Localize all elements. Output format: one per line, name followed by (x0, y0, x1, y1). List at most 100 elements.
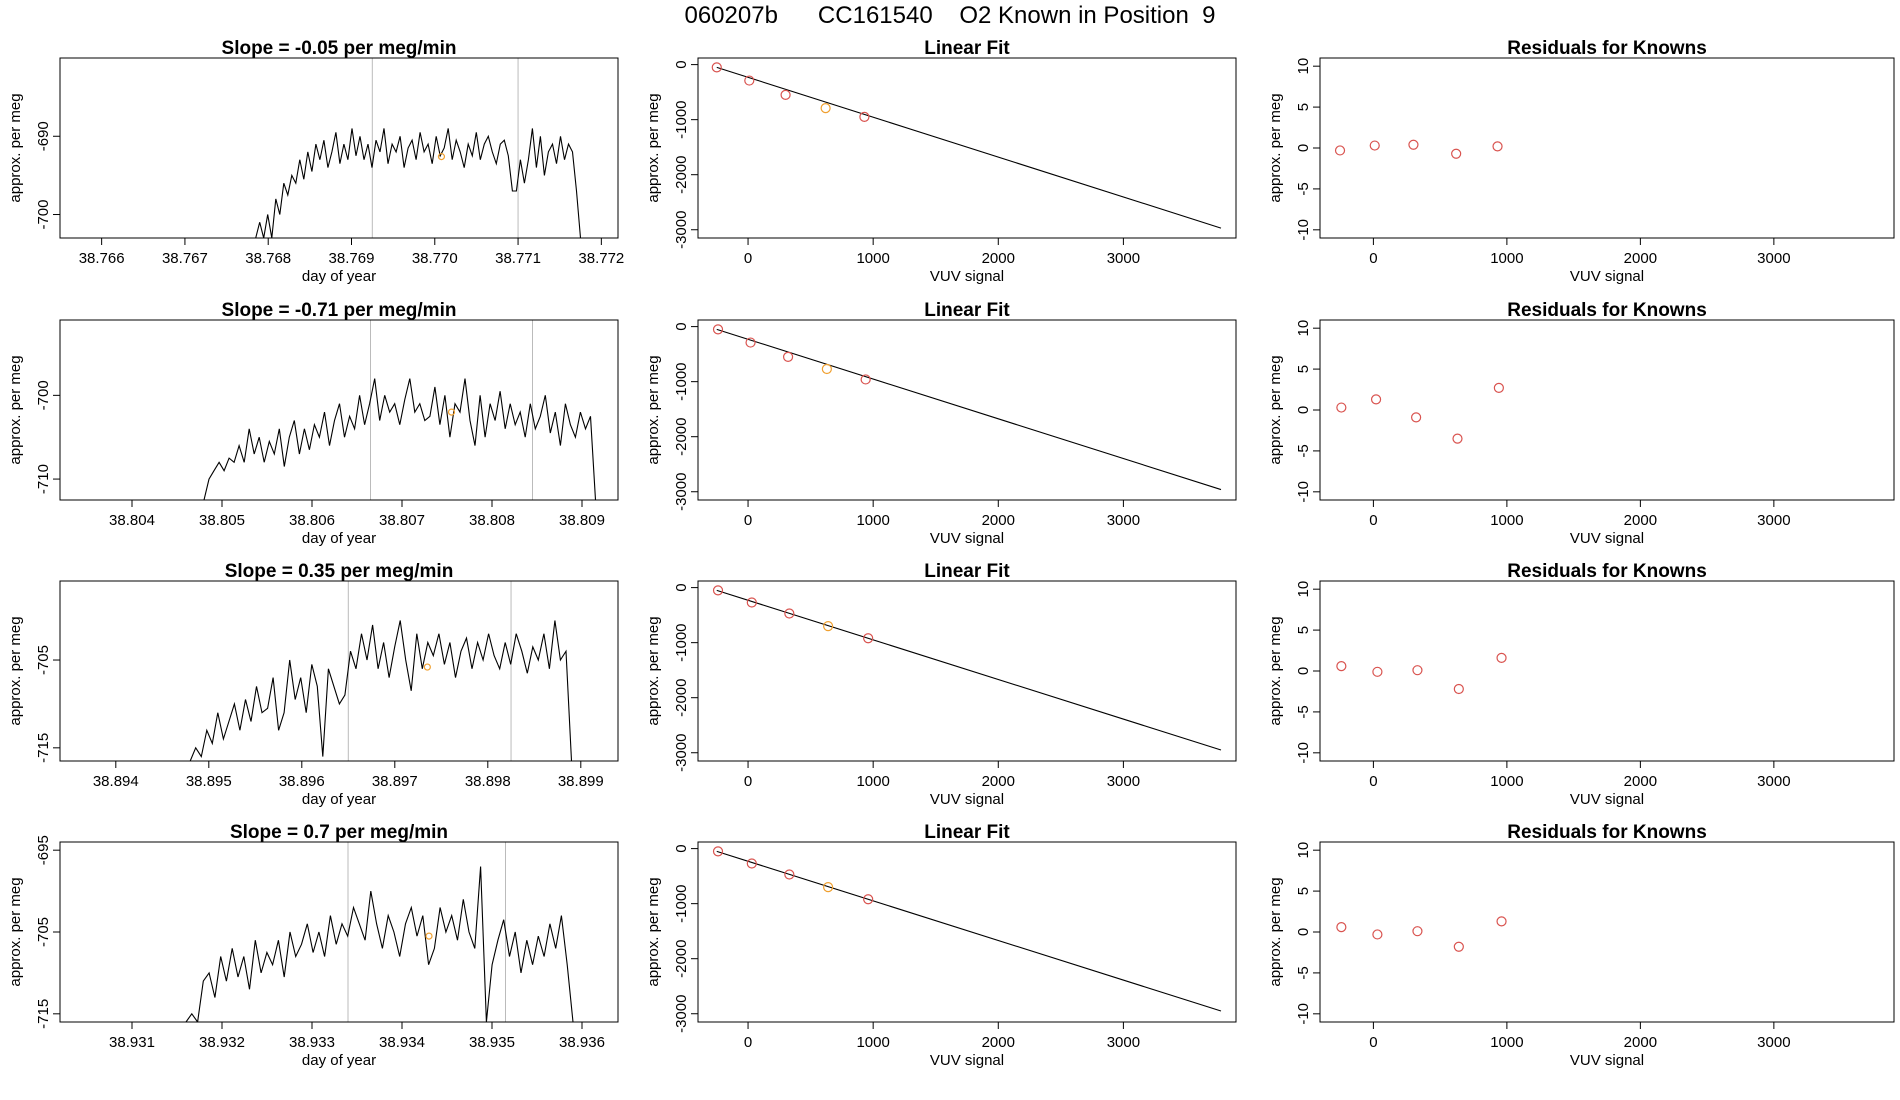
fit-line (716, 850, 1222, 1012)
x-tick-label: 0 (1369, 1034, 1377, 1051)
x-tick-label: 3000 (1757, 250, 1790, 267)
plot-frame (697, 841, 1237, 1023)
data-point (820, 102, 831, 114)
y-tick-label: 0 (1295, 406, 1312, 414)
x-tick-label: 38.931 (109, 1034, 155, 1051)
x-axis-label: VUV signal (1570, 268, 1644, 285)
y-tick-label: -700 (35, 380, 52, 410)
chart-panel-12: Residuals for Knowns 0 1000 2000 3000 -10 -5 0 5… (1267, 822, 1895, 1069)
x-axis-label: VUV signal (1570, 530, 1644, 547)
y-tick-label: -710 (35, 464, 52, 494)
y-tick-label: -5 (1295, 705, 1312, 718)
y-tick-label: -715 (35, 999, 52, 1029)
data-point (746, 858, 757, 869)
x-tick-label: 3000 (1757, 1034, 1790, 1051)
x-tick-label: 3000 (1107, 512, 1140, 529)
data-point (744, 75, 755, 86)
data-point (1453, 683, 1464, 695)
y-tick-label: -5 (1295, 182, 1312, 195)
x-tick-label: 38.898 (465, 773, 511, 790)
x-tick-label: 38.771 (495, 250, 541, 267)
y-tick-label: -10 (1295, 742, 1312, 764)
highlight-point (423, 663, 431, 671)
x-tick-label: 3000 (1107, 1034, 1140, 1051)
plot-frame (697, 319, 1237, 501)
x-axis-label: VUV signal (930, 530, 1004, 547)
y-tick-label: -1000 (673, 623, 690, 661)
data-point (1496, 652, 1507, 664)
data-series-line (203, 378, 597, 500)
data-point (784, 608, 795, 619)
x-axis-label: VUV signal (930, 791, 1004, 808)
x-axis-label: day of year (302, 1052, 376, 1069)
y-tick-label: 0 (673, 844, 690, 852)
data-point (821, 363, 832, 375)
data-point (823, 882, 834, 893)
x-tick-label: 2000 (1624, 512, 1657, 529)
chart-title: Slope = -0.71 per meg/min (222, 300, 457, 321)
y-tick-label: 0 (1295, 667, 1312, 675)
y-axis-label: approx. per meg (645, 616, 662, 725)
chart-title: Residuals for Knowns (1507, 561, 1707, 582)
x-tick-label: 1000 (1490, 250, 1523, 267)
x-tick-label: 1000 (1490, 1034, 1523, 1051)
x-tick-label: 38.805 (199, 512, 245, 529)
data-point (1452, 433, 1463, 444)
x-tick-label: 38.770 (412, 250, 458, 267)
chart-panel-6: Residuals for Knowns 0 1000 2000 3000 -10 -5 0 5… (1267, 300, 1895, 547)
y-tick-label: 0 (1295, 144, 1312, 152)
x-tick-label: 38.894 (93, 773, 139, 790)
x-tick-label: 38.766 (79, 250, 125, 267)
highlight-point (437, 153, 446, 161)
x-tick-label: 38.895 (186, 773, 232, 790)
plot-frame (1319, 57, 1895, 239)
data-point (1369, 140, 1380, 151)
x-tick-label: 2000 (982, 512, 1015, 529)
data-point (780, 89, 791, 100)
figure-title: 060207b CC161540 O2 Known in Position 9 (684, 2, 1216, 29)
plot-frame (1319, 841, 1895, 1023)
plot-frame (697, 57, 1237, 239)
x-tick-label: 38.769 (329, 250, 375, 267)
x-tick-label: 0 (744, 773, 752, 790)
y-tick-label: 5 (1295, 365, 1312, 373)
data-point (1336, 402, 1347, 413)
y-tick-label: -3000 (673, 995, 690, 1033)
plot-frame (1319, 580, 1895, 762)
data-point (1451, 148, 1462, 159)
x-tick-label: 2000 (1624, 773, 1657, 790)
x-tick-label: 38.804 (109, 512, 155, 529)
chart-title: Linear Fit (924, 822, 1010, 843)
x-tick-label: 0 (744, 512, 752, 529)
y-tick-label: 0 (673, 322, 690, 330)
y-tick-label: 10 (1295, 320, 1312, 337)
plot-frame (59, 841, 619, 1023)
x-tick-label: 2000 (982, 250, 1015, 267)
data-point (863, 894, 874, 905)
data-point (823, 621, 834, 632)
y-tick-label: -10 (1295, 219, 1312, 241)
chart-title: Linear Fit (924, 300, 1010, 321)
y-axis-label: approx. per meg (1267, 616, 1284, 725)
chart-title: Residuals for Knowns (1507, 38, 1707, 59)
chart-title: Residuals for Knowns (1507, 822, 1707, 843)
data-point (1412, 926, 1423, 937)
data-point (1411, 412, 1422, 423)
data-point (1336, 921, 1347, 933)
data-point (859, 111, 870, 122)
data-point (1336, 660, 1347, 672)
y-axis-label: approx. per meg (645, 877, 662, 986)
x-tick-label: 0 (1369, 512, 1377, 529)
y-tick-label: 0 (1295, 928, 1312, 936)
x-tick-label: 1000 (1490, 773, 1523, 790)
x-tick-label: 1000 (856, 1034, 889, 1051)
y-tick-label: -1000 (673, 362, 690, 400)
x-tick-label: 0 (1369, 250, 1377, 267)
x-tick-label: 2000 (982, 773, 1015, 790)
plot-frame (1319, 319, 1895, 501)
chart-panel-2: Linear Fit 0 1000 2000 3000 0 -1000 -2000 -3000 V… (645, 38, 1237, 285)
chart-panel-7: Slope = 0.35 per meg/min 38.894 38.895 38.8… (7, 561, 619, 808)
data-point (1334, 145, 1346, 156)
data-series-line (189, 620, 573, 761)
chart-title: Linear Fit (924, 38, 1010, 59)
